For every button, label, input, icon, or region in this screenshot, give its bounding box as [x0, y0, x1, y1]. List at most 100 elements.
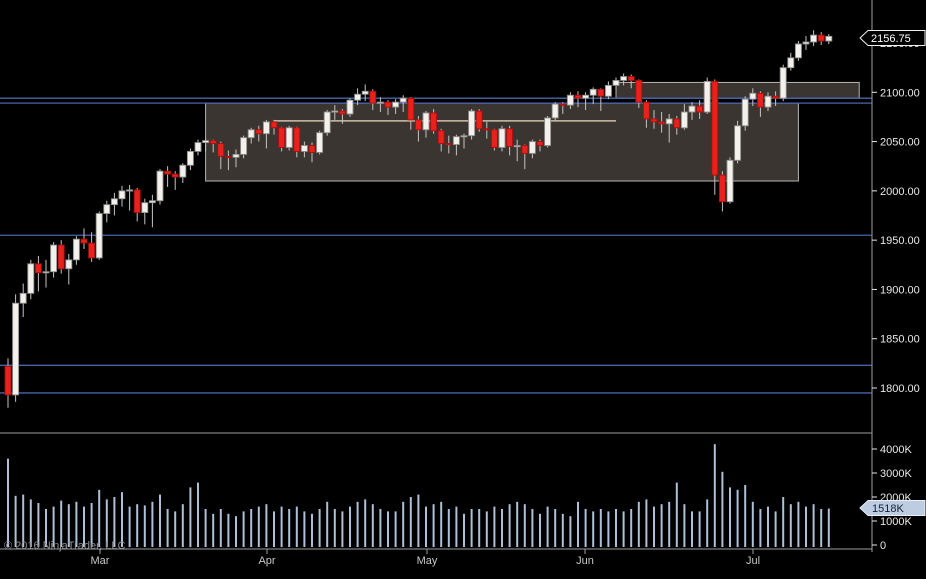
candle[interactable] — [308, 145, 316, 153]
candle[interactable] — [270, 121, 278, 129]
candle[interactable] — [620, 76, 628, 81]
candle[interactable] — [4, 365, 12, 396]
candle[interactable] — [34, 263, 42, 274]
candle[interactable] — [445, 143, 453, 146]
candle[interactable] — [665, 118, 673, 125]
candle[interactable] — [779, 67, 787, 99]
candle[interactable] — [27, 263, 35, 294]
candle[interactable] — [224, 155, 232, 159]
candle[interactable] — [718, 174, 726, 203]
candle[interactable] — [392, 101, 400, 108]
candle[interactable] — [566, 94, 574, 106]
candle[interactable] — [468, 110, 476, 137]
candle[interactable] — [460, 135, 468, 138]
candle[interactable] — [80, 238, 88, 244]
candle[interactable] — [232, 153, 240, 158]
candle[interactable] — [536, 141, 544, 146]
candle[interactable] — [164, 170, 172, 175]
candle[interactable] — [369, 90, 377, 104]
candle[interactable] — [103, 204, 111, 214]
candle[interactable] — [171, 173, 179, 178]
candle[interactable] — [430, 112, 438, 132]
candle[interactable] — [42, 271, 50, 274]
candle[interactable] — [323, 111, 331, 134]
candle[interactable] — [726, 159, 734, 203]
candle[interactable] — [126, 189, 134, 192]
candle[interactable] — [202, 140, 210, 144]
candle[interactable] — [452, 136, 460, 145]
candle[interactable] — [756, 92, 764, 108]
candle[interactable] — [764, 95, 772, 108]
candle[interactable] — [262, 121, 270, 135]
candle[interactable] — [293, 127, 301, 152]
candle[interactable] — [346, 99, 354, 115]
candle[interactable] — [376, 101, 384, 104]
candle[interactable] — [475, 110, 483, 130]
candle[interactable] — [544, 117, 552, 146]
candle[interactable] — [642, 101, 650, 120]
candle[interactable] — [528, 141, 536, 154]
candle[interactable] — [749, 92, 757, 100]
candle[interactable] — [57, 244, 65, 270]
candle[interactable] — [597, 88, 605, 97]
candle[interactable] — [810, 34, 818, 43]
candle[interactable] — [50, 244, 58, 273]
candle[interactable] — [551, 103, 559, 119]
candle[interactable] — [331, 110, 339, 113]
candle[interactable] — [88, 242, 96, 259]
candle[interactable] — [825, 35, 833, 42]
region-box-drawing[interactable] — [615, 81, 860, 99]
candle[interactable] — [437, 130, 445, 144]
candle[interactable] — [521, 145, 529, 154]
candle[interactable] — [574, 94, 582, 99]
candle[interactable] — [110, 198, 118, 206]
candle[interactable] — [680, 111, 688, 129]
candle[interactable] — [209, 140, 217, 144]
candle[interactable] — [589, 88, 597, 96]
candle[interactable] — [794, 43, 802, 59]
candle[interactable] — [787, 57, 795, 69]
candle[interactable] — [772, 95, 780, 99]
candle[interactable] — [658, 121, 666, 125]
candle[interactable] — [338, 110, 346, 115]
candle[interactable] — [817, 34, 825, 42]
candle[interactable] — [186, 150, 194, 166]
candle[interactable] — [490, 129, 498, 148]
candle[interactable] — [255, 129, 263, 135]
candle[interactable] — [247, 129, 255, 139]
candle[interactable] — [354, 93, 362, 101]
candle[interactable] — [741, 98, 749, 127]
candle[interactable] — [414, 119, 422, 131]
candle[interactable] — [673, 118, 681, 129]
candle[interactable] — [650, 118, 658, 123]
candle[interactable] — [802, 41, 810, 45]
candle[interactable] — [240, 137, 248, 155]
candle[interactable] — [513, 145, 521, 148]
candle[interactable] — [559, 103, 567, 106]
candle[interactable] — [285, 127, 293, 148]
candle[interactable] — [179, 164, 187, 178]
candle[interactable] — [118, 190, 126, 200]
candle[interactable] — [148, 200, 156, 204]
candle[interactable] — [141, 202, 149, 213]
candle[interactable] — [627, 76, 635, 81]
candle[interactable] — [133, 189, 141, 213]
candle[interactable] — [194, 142, 202, 152]
candle[interactable] — [582, 94, 590, 99]
candle[interactable] — [422, 112, 430, 131]
candle[interactable] — [483, 128, 491, 131]
candle[interactable] — [19, 292, 27, 304]
candle[interactable] — [506, 128, 514, 147]
candle[interactable] — [95, 213, 103, 259]
candle[interactable] — [635, 80, 643, 103]
candle[interactable] — [300, 145, 308, 152]
candle[interactable] — [407, 97, 415, 121]
candle[interactable] — [65, 259, 73, 270]
candle[interactable] — [278, 127, 286, 148]
candle[interactable] — [604, 84, 612, 97]
candle[interactable] — [316, 132, 324, 153]
candle[interactable] — [711, 80, 719, 176]
candle[interactable] — [384, 101, 392, 108]
candle[interactable] — [696, 105, 704, 113]
candle[interactable] — [612, 80, 620, 86]
